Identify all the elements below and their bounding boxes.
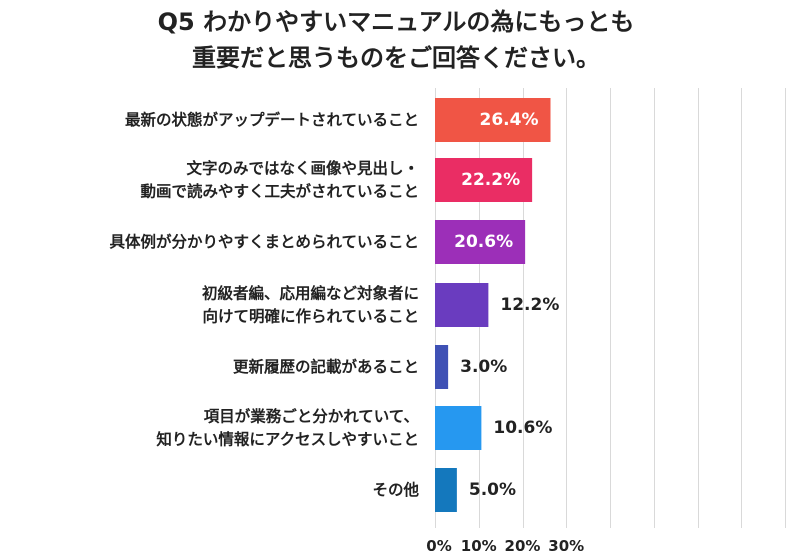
x-axis-ticks: 0% 10% 20% 30% bbox=[426, 537, 584, 555]
value-label: 22.2% bbox=[461, 170, 520, 190]
bar bbox=[435, 98, 551, 142]
category-label: 初級者編、応用編など対象者に bbox=[202, 284, 419, 303]
category-label: 文字のみではなく画像や見出し・ bbox=[186, 159, 419, 178]
x-tick-label: 10% bbox=[461, 537, 497, 555]
bars bbox=[435, 98, 551, 512]
category-label: 更新履歴の記載があること bbox=[233, 357, 419, 376]
value-label: 5.0% bbox=[469, 480, 516, 500]
x-tick-label: 30% bbox=[548, 537, 584, 555]
value-label: 20.6% bbox=[454, 232, 513, 252]
category-label: 向けて明確に作られていること bbox=[202, 307, 419, 326]
value-label: 3.0% bbox=[460, 357, 507, 377]
category-label: 動画で読みやすく工夫がされていること bbox=[140, 182, 419, 201]
category-labels: 最新の状態がアップデートされていること文字のみではなく画像や見出し・動画で読みや… bbox=[109, 110, 419, 499]
value-label: 12.2% bbox=[500, 295, 559, 315]
category-label: 具体例が分かりやすくまとめられていること bbox=[109, 232, 419, 251]
value-label: 10.6% bbox=[493, 418, 552, 438]
bar bbox=[435, 220, 526, 264]
category-label: 項目が業務ごと分かれていて、 bbox=[204, 407, 419, 426]
bar bbox=[435, 406, 482, 450]
x-tick-label: 20% bbox=[505, 537, 541, 555]
bar bbox=[435, 158, 533, 202]
bar bbox=[435, 283, 489, 327]
bar bbox=[435, 345, 449, 389]
category-label: その他 bbox=[372, 480, 419, 499]
chart-title: Q5 わかりやすいマニュアルの為にもっとも 重要だと思うものをご回答ください。 bbox=[0, 4, 792, 76]
x-tick-label: 0% bbox=[426, 537, 451, 555]
value-labels: 26.4% 22.2% 20.6% 12.2% 3.0% 10.6% 5.0% bbox=[454, 110, 559, 500]
chart-title-line-1: Q5 わかりやすいマニュアルの為にもっとも bbox=[157, 8, 635, 36]
category-label: 知りたい情報にアクセスしやすいこと bbox=[156, 430, 419, 449]
chart-title-line-2: 重要だと思うものをご回答ください。 bbox=[192, 44, 600, 72]
bar bbox=[435, 468, 457, 512]
value-label: 26.4% bbox=[480, 110, 539, 130]
grid-lines bbox=[435, 88, 786, 528]
category-label: 最新の状態がアップデートされていること bbox=[125, 110, 419, 129]
